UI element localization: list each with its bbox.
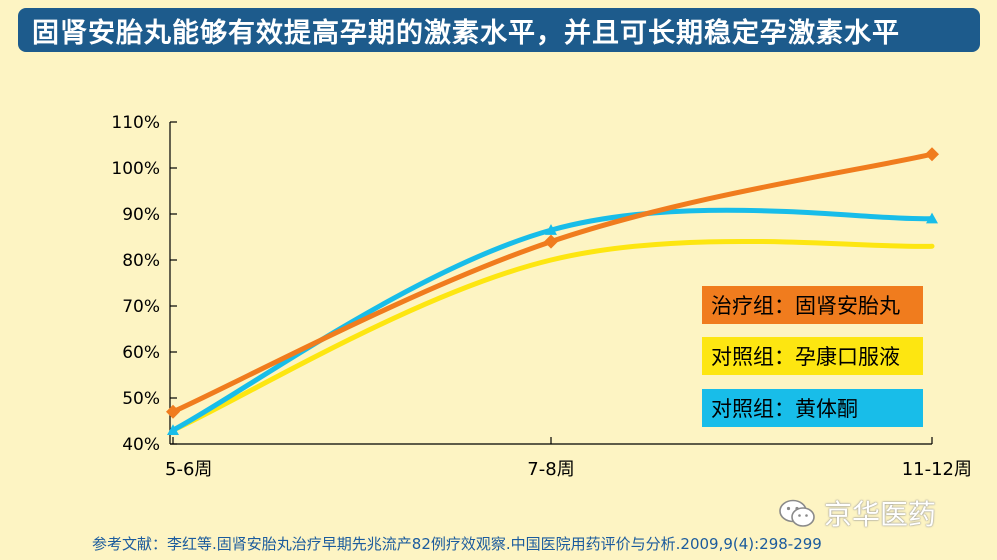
y-tick-label: 50% — [122, 389, 160, 409]
watermark-text: 京华医药 — [824, 498, 937, 531]
y-tick-label: 90% — [122, 205, 160, 225]
legend-label-control-progesterone: 对照组：黄体酮 — [711, 397, 858, 421]
data-point — [166, 404, 180, 419]
y-tick-label: 40% — [122, 435, 160, 455]
y-tick-label: 110% — [111, 113, 160, 133]
y-tick-label: 80% — [122, 251, 160, 271]
data-point — [545, 224, 557, 235]
legend-item-control-progesterone: 对照组：黄体酮 — [702, 389, 923, 427]
series-markers — [166, 147, 939, 435]
data-point — [925, 147, 939, 162]
tick-labels: 40% 50% 60% 70% 80% 90% 100% 110% 5-6周 7-8周 11-12周 — [111, 113, 972, 480]
data-point — [167, 424, 179, 435]
chart-axes — [169, 121, 933, 445]
x-tick-label: 7-8周 — [527, 459, 574, 480]
y-tick-label: 70% — [122, 297, 160, 317]
legend-label-control-oral: 对照组：孕康口服液 — [711, 345, 900, 369]
wechat-icon — [779, 499, 815, 527]
watermark: 京华医药 — [778, 493, 936, 533]
title-banner: 固肾安胎丸能够有效提高孕期的激素水平，并且可长期稳定孕激素水平 — [18, 8, 980, 52]
page-title: 固肾安胎丸能够有效提高孕期的激素水平，并且可长期稳定孕激素水平 — [32, 17, 900, 49]
series-line — [170, 238, 935, 433]
legend-label-treatment: 治疗组：固肾安胎丸 — [711, 294, 900, 318]
x-tick-label: 11-12周 — [902, 459, 972, 480]
data-point — [926, 212, 938, 224]
x-tick-label: 5-6周 — [165, 459, 212, 480]
y-tick-label: 60% — [122, 343, 160, 363]
legend-item-control-oral: 对照组：孕康口服液 — [702, 337, 923, 375]
y-tick-label: 100% — [111, 159, 160, 179]
legend-item-treatment: 治疗组：固肾安胎丸 — [702, 286, 923, 324]
reference-citation: 参考文献：李红等.固肾安胎丸治疗早期先兆流产82例疗效观察.中国医院用药评价与分… — [92, 535, 822, 553]
data-point — [544, 234, 558, 249]
